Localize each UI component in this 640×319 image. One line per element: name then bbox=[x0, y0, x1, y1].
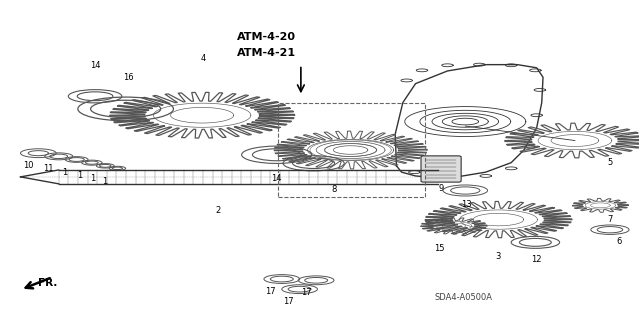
Text: FR.: FR. bbox=[38, 278, 58, 287]
Text: 12: 12 bbox=[531, 255, 542, 263]
Text: ATM-4-21: ATM-4-21 bbox=[237, 48, 296, 58]
Text: 10: 10 bbox=[24, 161, 34, 170]
Text: 8: 8 bbox=[332, 185, 337, 194]
Text: 14: 14 bbox=[271, 174, 282, 183]
Text: 6: 6 bbox=[617, 237, 622, 246]
Bar bbox=[278, 103, 424, 197]
Text: 2: 2 bbox=[216, 206, 221, 215]
Text: 4: 4 bbox=[200, 54, 205, 63]
Text: 5: 5 bbox=[607, 158, 612, 167]
Text: 1: 1 bbox=[102, 176, 108, 186]
Text: 17: 17 bbox=[283, 297, 294, 306]
Text: 14: 14 bbox=[90, 61, 100, 70]
Text: 7: 7 bbox=[607, 215, 612, 224]
Text: 11: 11 bbox=[43, 165, 53, 174]
Text: 9: 9 bbox=[438, 184, 444, 193]
FancyBboxPatch shape bbox=[421, 156, 461, 182]
Text: 1: 1 bbox=[90, 174, 95, 183]
Text: ATM-4-20: ATM-4-20 bbox=[237, 33, 296, 42]
Text: 13: 13 bbox=[461, 200, 472, 209]
Text: 1: 1 bbox=[77, 171, 83, 180]
Text: 16: 16 bbox=[124, 73, 134, 82]
Text: 15: 15 bbox=[435, 243, 445, 253]
Text: SDA4-A0500A: SDA4-A0500A bbox=[435, 293, 493, 302]
Text: 17: 17 bbox=[301, 288, 311, 297]
Text: 3: 3 bbox=[496, 252, 501, 261]
Text: 1: 1 bbox=[63, 168, 68, 177]
Text: 17: 17 bbox=[265, 287, 276, 296]
